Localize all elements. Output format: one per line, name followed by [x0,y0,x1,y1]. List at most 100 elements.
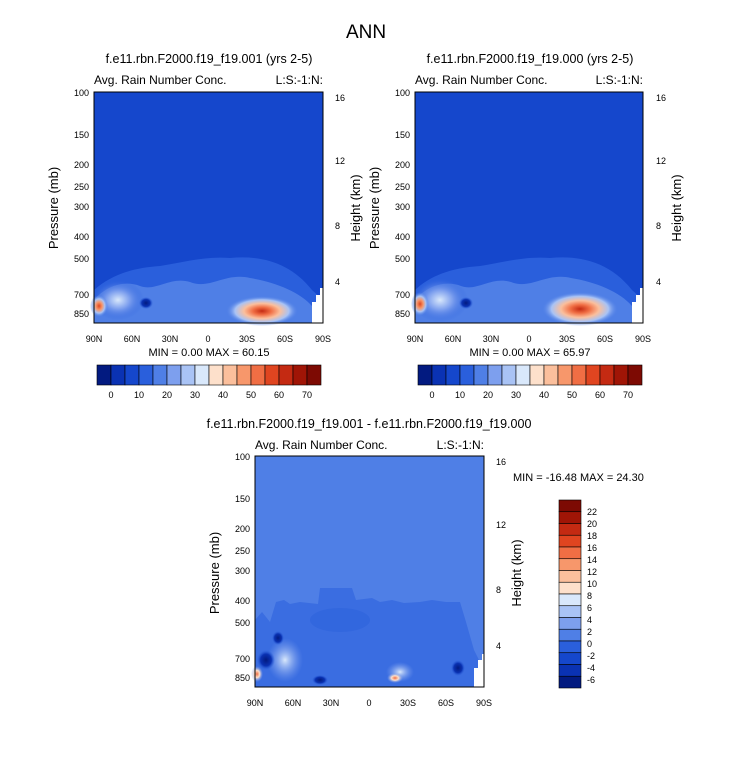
panel-3-minmax: MIN = -16.48 MAX = 24.30 [513,472,644,484]
panel-1: f.e11.rbn.F2000.f19_f19.001 (yrs 2-5) Av… [46,52,363,400]
panel-1-colorbar-box-3 [138,364,154,386]
panel-3-dark-spot-1 [257,650,275,670]
panel-3-colorbar-box-2 [558,523,582,536]
panel-2-colorbar-box-5 [487,364,503,386]
panel-2-ytick-100: 100 [395,88,410,98]
panel-1-cbtick-10: 10 [134,390,144,400]
panel-2-colorbar-ticks: 0 10 20 30 40 50 60 70 [429,390,633,400]
panel-3-ytick-700: 700 [235,654,250,664]
panel-1-xtick-30s: 30S [239,334,255,344]
panel-3-plot-area [251,455,485,688]
panel-3-cbtick-m6: -6 [587,675,595,685]
panel-1-colorbar-box-13 [278,364,294,386]
panel-3-colorbar: 22 20 18 16 14 12 10 8 6 4 2 0 -2 -4 -6 [558,499,597,689]
panel-3-cbtick-14: 14 [587,555,597,565]
panel-2-ytick-850: 850 [395,309,410,319]
panel-1-cbtick-60: 60 [274,390,284,400]
panel-1-ytick-500: 500 [74,254,89,264]
panel-3-ylabel: Pressure (mb) [207,532,222,614]
panel-2-colorbar-box-11 [571,364,587,386]
panel-1-sh-hot [226,296,298,326]
panel-1-colorbar-boxes [96,364,322,386]
panel-3-y2tick-4: 4 [496,641,501,651]
panel-3-cbtick-18: 18 [587,531,597,541]
panel-1-xtick-60n: 60N [124,334,141,344]
panel-3-colorbar-box-12 [558,640,582,654]
panel-2-title: f.e11.rbn.F2000.f19_f19.000 (yrs 2-5) [427,52,634,66]
panel-2-plot-area [411,91,644,326]
panel-1-y2tick-16: 16 [335,93,345,103]
panel-3-y2tick-12: 12 [496,520,506,530]
panel-3-ytick-500: 500 [235,618,250,628]
panel-1-x-ticks: 90N 60N 30N 0 30S 60S 90S [86,334,331,344]
panel-3-y2tick-8: 8 [496,585,501,595]
panel-2-colorbar-box-14 [613,364,629,386]
panel-2-y2label: Height (km) [669,174,684,241]
panel-2-nh-edge-hot [411,292,429,316]
panel-2-colorbar-box-6 [501,364,517,386]
panel-2-colorbar-box-7 [515,364,531,386]
panel-3-colorbar-boxes [558,499,582,689]
panel-1-cbtick-20: 20 [162,390,172,400]
panel-2-ytick-300: 300 [395,202,410,212]
panel-2-colorbar-box-8 [529,364,545,386]
panel-3-colorbar-box-3 [558,534,582,548]
panel-3-cbtick-20: 20 [587,519,597,529]
panel-3-frame [254,455,485,688]
panel-2-colorbar-box-10 [557,364,573,386]
panel-2-dark-spot [459,297,473,309]
panel-3-colorbar-box-5 [558,558,582,571]
panel-1-ytick-250: 250 [74,182,89,192]
panel-3-cbtick-12: 12 [587,567,597,577]
panel-3-y2label: Height (km) [509,539,524,606]
panel-1-y2tick-12: 12 [335,156,345,166]
panel-1-frame [93,91,324,324]
panel-2-xtick-60s: 60S [597,334,613,344]
panel-3-topo-mask [474,654,484,687]
panel-1-y2tick-4: 4 [335,277,340,287]
panel-1-title: f.e11.rbn.F2000.f19_f19.001 (yrs 2-5) [106,52,313,66]
panel-1-ytick-300: 300 [74,202,89,212]
panel-2-cbtick-70: 70 [623,390,633,400]
panel-1-plot-area [90,91,324,326]
panel-3-colorbar-box-9 [558,605,582,618]
panel-3-cbtick-m2: -2 [587,651,595,661]
panel-3-xtick-30s: 30S [400,698,416,708]
panel-3-cbtick-0: 0 [587,639,592,649]
panel-2-colorbar: 0 10 20 30 40 50 60 70 [417,364,643,400]
panel-2-y-ticks: 100 150 200 250 300 400 500 700 850 [395,88,410,319]
panel-2-colorbar-box-2 [445,364,461,386]
panel-2-colorbar-box-1 [431,364,447,386]
panel-3-ytick-850: 850 [235,673,250,683]
panel-3-colorbar-box-14 [558,664,582,677]
panel-2-ylabel: Pressure (mb) [367,167,382,249]
panel-2-y2tick-4: 4 [656,277,661,287]
panel-2-x-ticks: 90N 60N 30N 0 30S 60S 90S [407,334,651,344]
panel-3-ytick-200: 200 [235,524,250,534]
panel-2-cbtick-20: 20 [483,390,493,400]
panel-1-ytick-700: 700 [74,290,89,300]
panel-3-cbtick-16: 16 [587,543,597,553]
panel-2-colorbar-box-13 [599,364,615,386]
panel-3-left-light-band [267,638,303,682]
panel-2-minmax: MIN = 0.00 MAX = 65.97 [469,347,590,359]
panel-1-colorbar-ticks: 0 10 20 30 40 50 60 70 [108,390,312,400]
panel-1-ytick-400: 400 [74,232,89,242]
panel-3-cbtick-2: 2 [587,627,592,637]
panel-1-ytick-150: 150 [74,130,89,140]
panel-3-title: f.e11.rbn.F2000.f19_f19.001 - f.e11.rbn.… [207,417,532,431]
panel-1-y2label: Height (km) [348,174,363,241]
panel-2-left-label: Avg. Rain Number Conc. [415,73,548,87]
panel-1-colorbar-box-8 [208,364,224,386]
panel-1-cbtick-50: 50 [246,390,256,400]
panel-3-left-label: Avg. Rain Number Conc. [255,438,388,452]
panel-2-cbtick-50: 50 [567,390,577,400]
panel-3-low-region [255,588,480,687]
panel-1-right-label: L:S:-1:N: [276,73,323,87]
panel-2-ytick-150: 150 [395,130,410,140]
panel-3-colorbar-box-10 [558,617,582,630]
panel-1-colorbar: 0 10 20 30 40 50 60 70 [96,364,322,400]
panel-3-colorbar-box-1 [558,511,582,524]
panel-2-xtick-60n: 60N [445,334,462,344]
